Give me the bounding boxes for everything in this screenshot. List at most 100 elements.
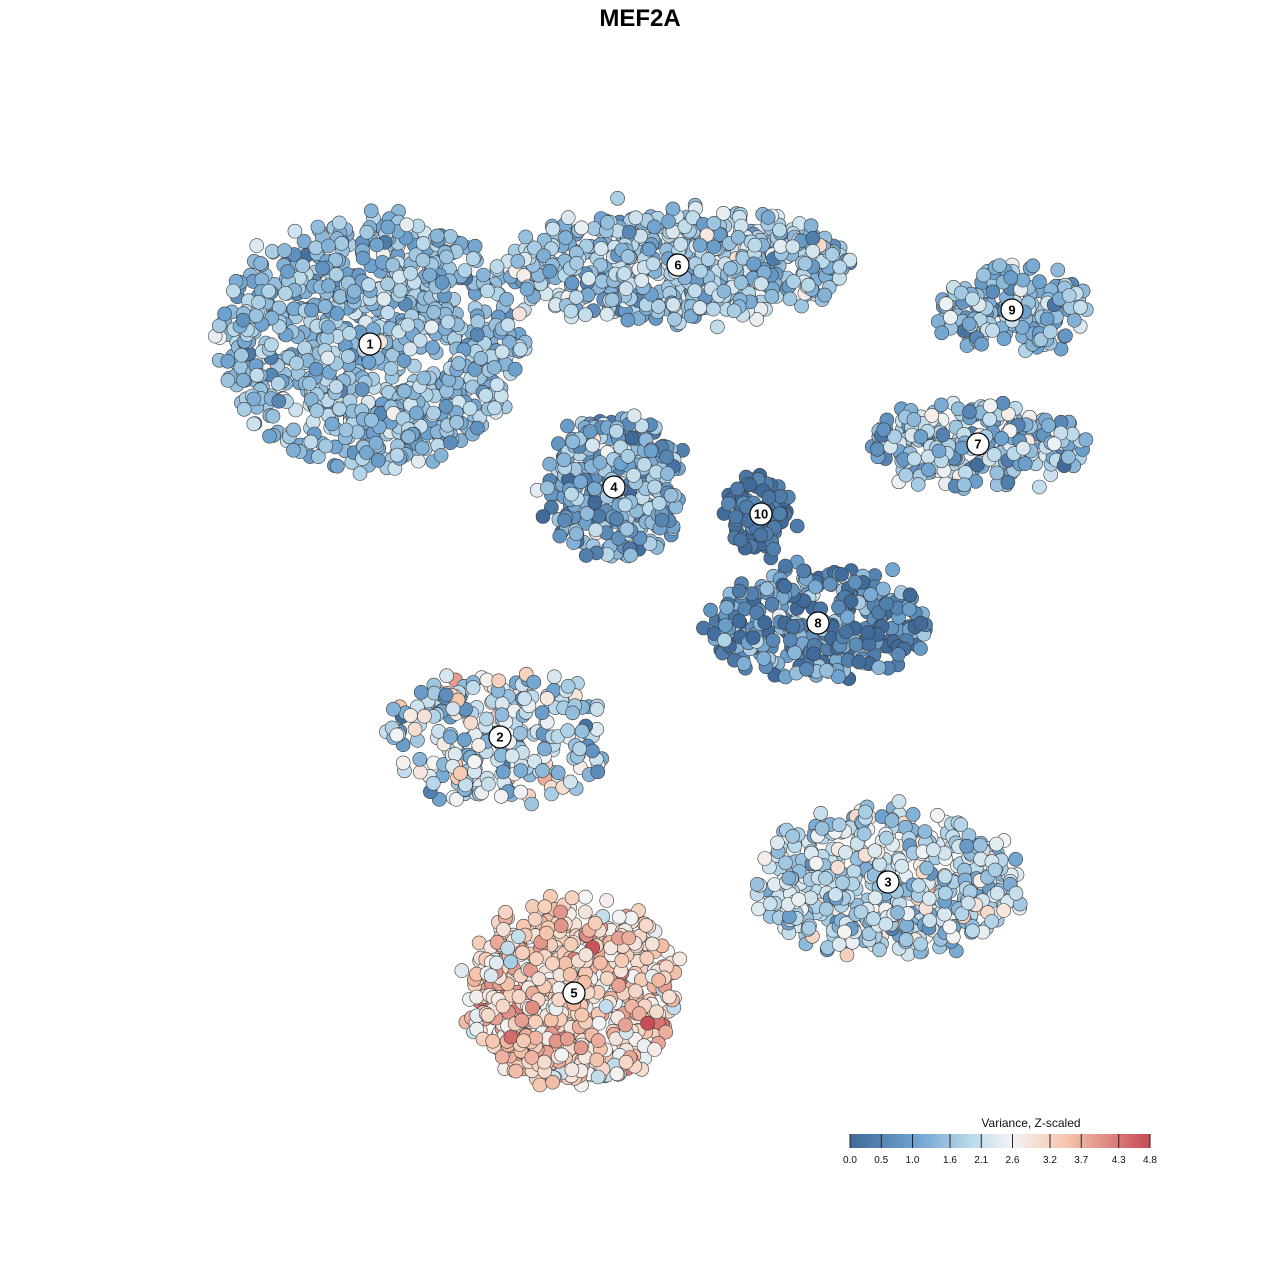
cell-point	[415, 252, 431, 268]
cell-point	[831, 937, 847, 952]
cluster-label-circle	[876, 870, 900, 894]
cell-point	[778, 855, 793, 871]
cell-point	[417, 708, 432, 724]
cell-point	[425, 775, 441, 791]
cell-point	[429, 228, 445, 244]
cell-point	[989, 836, 1004, 852]
cluster-label: 9	[1000, 298, 1024, 322]
cell-point	[938, 296, 954, 312]
cell-point	[808, 855, 824, 871]
cell-point	[443, 435, 458, 451]
cell-point	[324, 416, 340, 432]
cell-point	[493, 788, 509, 804]
cell-point	[334, 236, 349, 251]
cell-point	[716, 206, 731, 221]
cell-point	[578, 548, 594, 563]
cell-point	[544, 786, 559, 802]
cell-point	[411, 453, 426, 469]
cell-point	[288, 402, 304, 418]
cell-point	[879, 830, 894, 846]
cell-point	[913, 641, 928, 656]
cell-point	[1008, 851, 1024, 867]
cell-point	[700, 252, 716, 267]
cell-point	[320, 350, 336, 366]
cell-point	[813, 805, 829, 821]
cell-point	[456, 732, 472, 748]
cell-point	[839, 947, 855, 963]
cell-point	[467, 754, 482, 770]
legend-tick-label: 1.6	[943, 1155, 957, 1166]
cell-point	[848, 637, 864, 653]
cell-point	[270, 376, 286, 391]
cell-point	[531, 971, 547, 987]
cell-point	[415, 236, 431, 251]
cell-point	[828, 887, 843, 902]
cell-point	[590, 1069, 606, 1085]
cell-point	[426, 304, 442, 320]
cell-point	[469, 327, 485, 343]
cell-point	[767, 877, 782, 892]
cell-point	[930, 807, 945, 823]
cell-point	[389, 727, 405, 743]
cell-point	[879, 596, 894, 612]
cell-point	[933, 397, 949, 413]
cell-point	[1017, 456, 1033, 472]
cell-point	[1053, 425, 1069, 441]
cell-point	[321, 278, 336, 294]
legend-tick-label: 3.2	[1043, 1155, 1057, 1166]
cell-point	[617, 497, 633, 513]
cell-point	[469, 989, 485, 1005]
cell-point	[560, 418, 575, 434]
cell-point	[643, 443, 659, 459]
cell-point	[626, 408, 642, 424]
cell-point	[310, 219, 326, 235]
cluster-label: 3	[876, 870, 900, 894]
cell-point	[1061, 449, 1076, 465]
cell-point	[565, 705, 580, 721]
cell-point	[328, 267, 344, 282]
cell-point	[341, 326, 357, 341]
cell-point	[376, 291, 392, 307]
cell-point	[659, 449, 675, 465]
cell-point	[867, 890, 883, 906]
cell-point	[449, 414, 465, 430]
cell-point	[1046, 436, 1062, 452]
cell-point	[842, 252, 858, 268]
cell-point	[982, 398, 998, 414]
cell-point	[535, 509, 551, 524]
cell-point	[491, 673, 507, 689]
cell-point	[470, 314, 486, 330]
cell-point	[465, 680, 481, 695]
cell-point	[340, 349, 356, 364]
legend-tick-label: 3.7	[1074, 1155, 1088, 1166]
cell-point	[986, 447, 1002, 462]
cell-point	[539, 925, 554, 941]
legend-title: Variance, Z-scaled	[981, 1116, 1080, 1130]
cluster-label: 7	[966, 432, 990, 456]
cell-point	[359, 445, 374, 460]
cell-point	[552, 528, 568, 544]
cell-point	[858, 804, 873, 820]
cell-point	[286, 442, 301, 458]
cell-point	[504, 748, 520, 764]
cell-point	[757, 615, 773, 630]
cell-point	[438, 687, 454, 703]
cell-point	[589, 701, 605, 717]
cell-point	[496, 922, 511, 937]
cell-point	[527, 911, 543, 927]
cell-point	[236, 372, 251, 388]
cell-point	[271, 300, 287, 316]
cell-point	[1061, 288, 1077, 303]
cell-point	[996, 903, 1012, 918]
cell-point	[959, 838, 975, 854]
cell-point	[699, 227, 715, 243]
cell-point	[989, 465, 1005, 481]
cluster-label: 10	[749, 502, 773, 526]
cell-point	[439, 249, 454, 265]
cluster-label-circle	[806, 611, 830, 635]
cell-point	[891, 647, 906, 662]
cell-point	[556, 452, 572, 468]
cell-points	[208, 191, 1094, 1093]
cell-point	[665, 201, 681, 217]
cell-point	[620, 249, 636, 264]
